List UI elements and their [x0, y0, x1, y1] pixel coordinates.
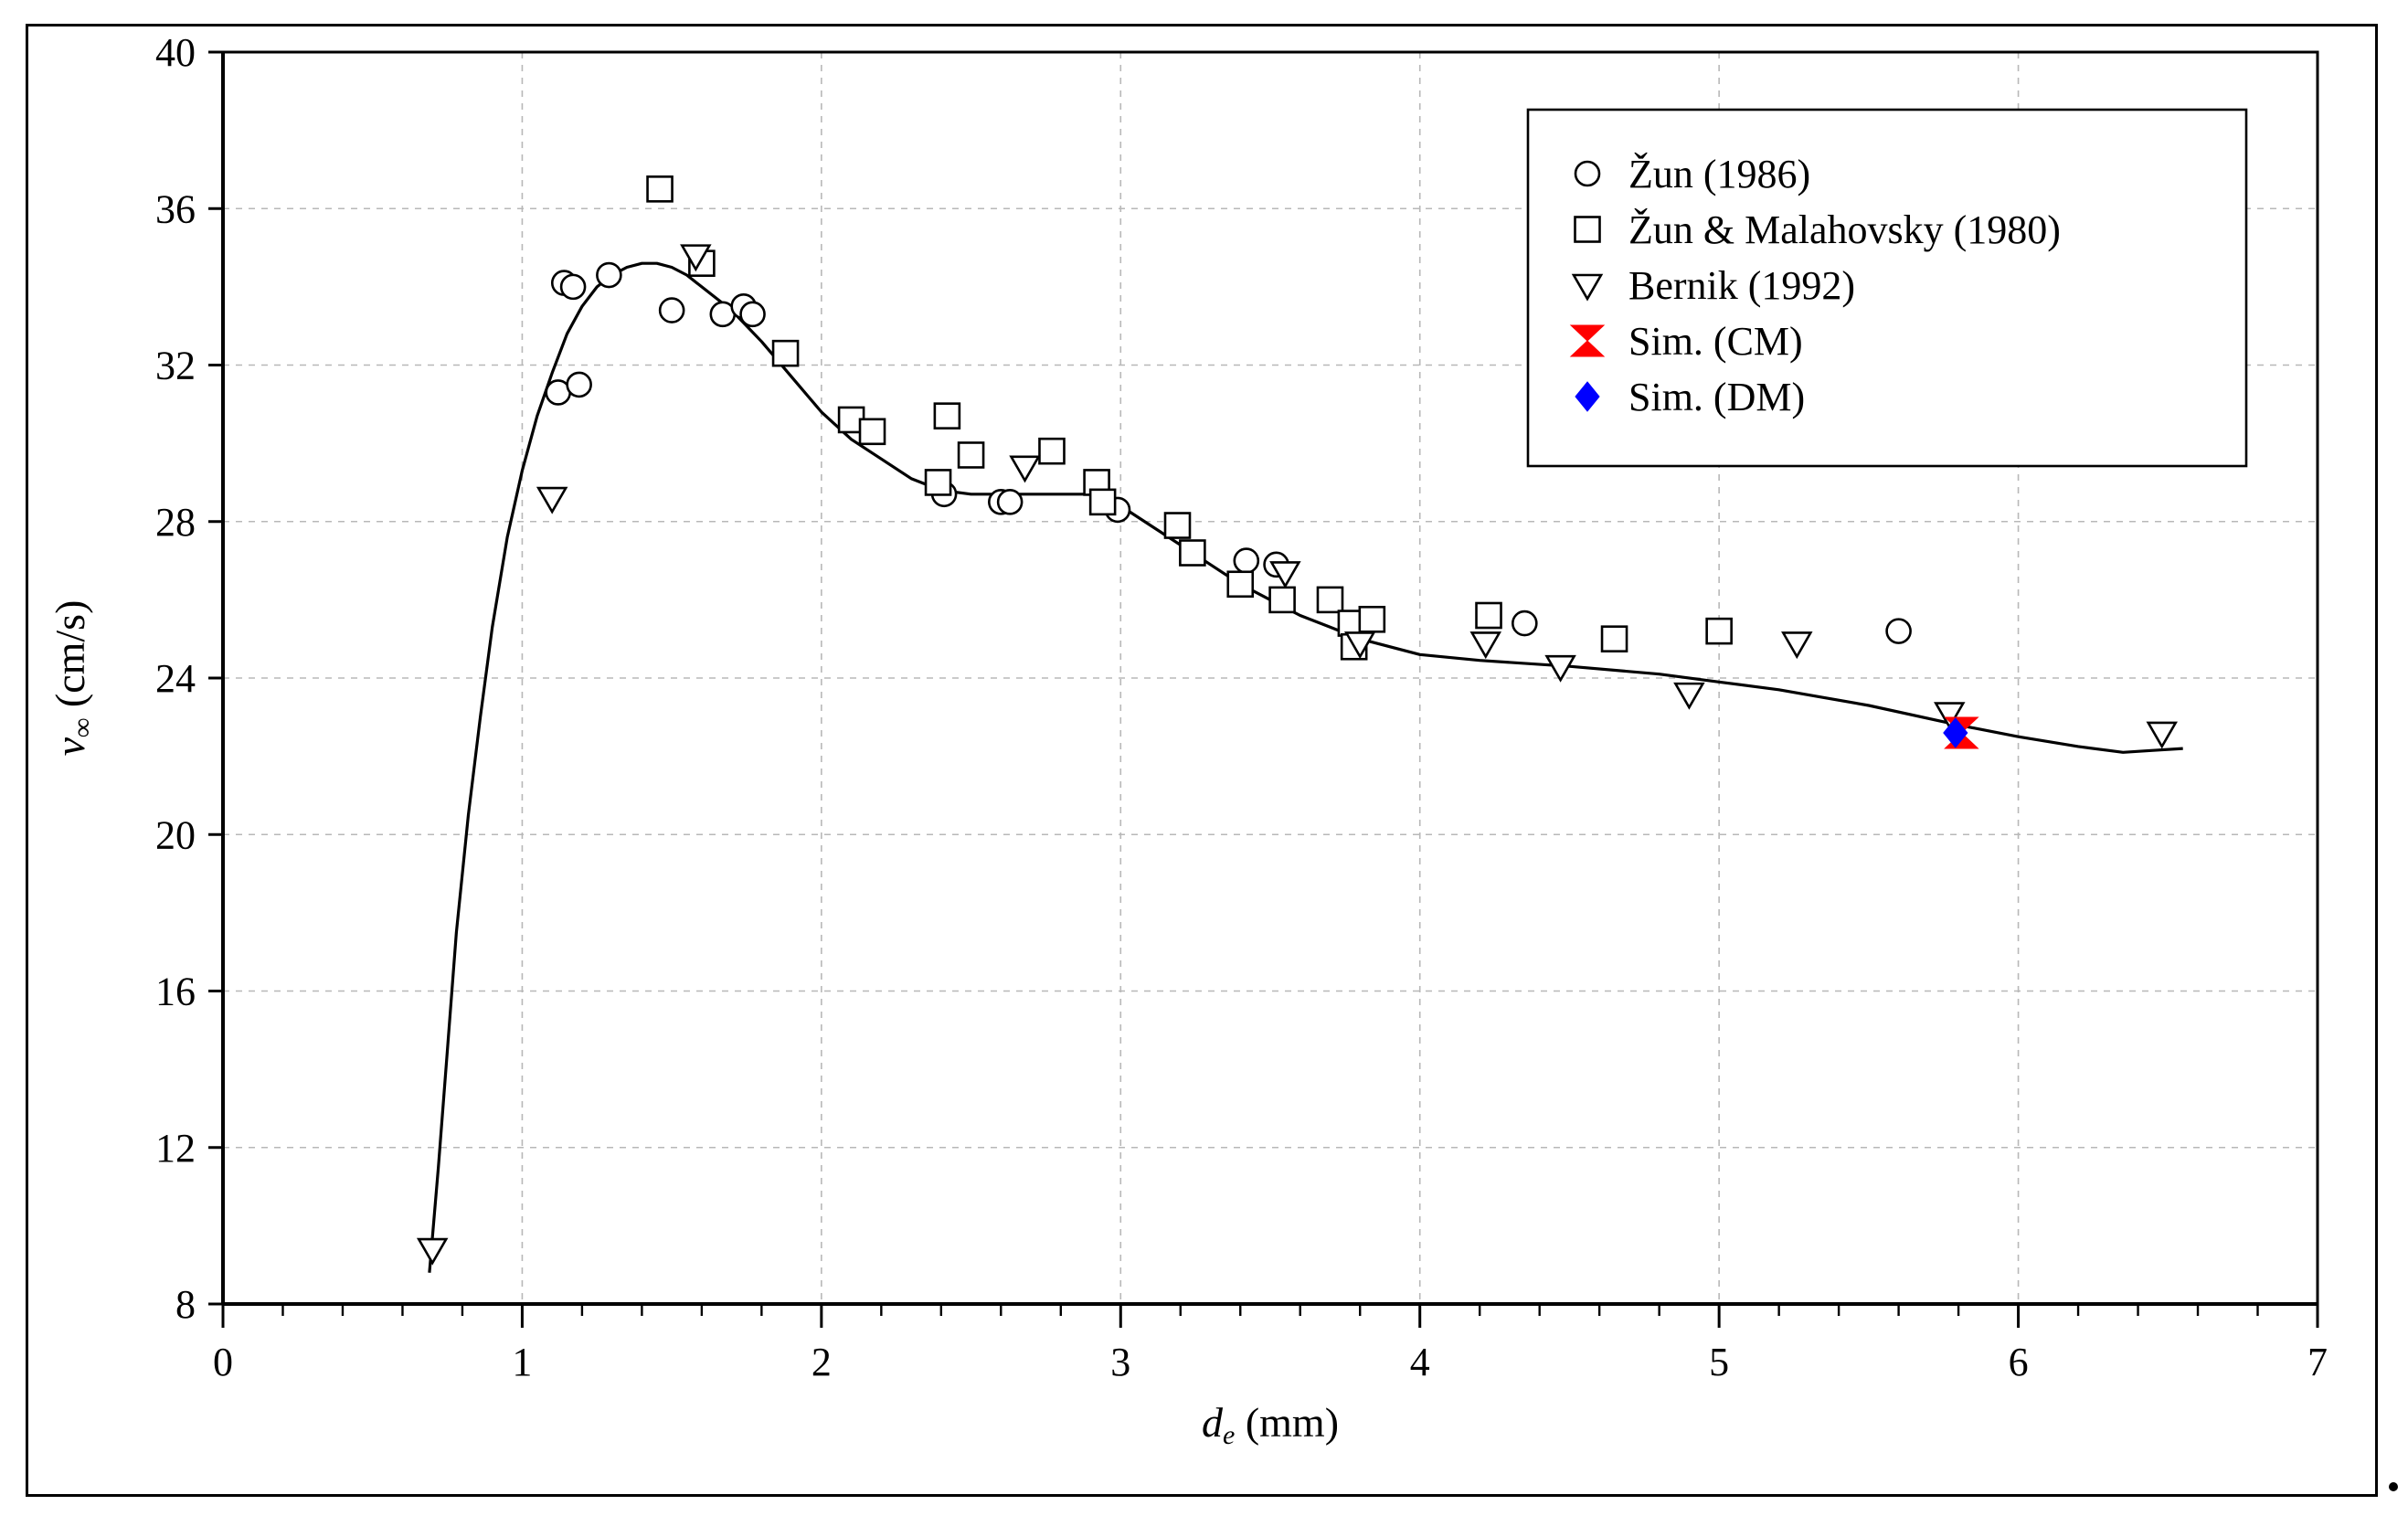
circle-point — [739, 301, 766, 328]
legend-label: Bernik (1992) — [1628, 263, 1855, 308]
x-tick-label: 2 — [812, 1340, 832, 1384]
y-axis-subscript: ∞ — [68, 718, 98, 737]
x-axis-unit: (mm) — [1235, 1399, 1339, 1446]
x-axis-title: de (mm) — [1202, 1399, 1339, 1450]
x-axis-subscript: e — [1223, 1420, 1235, 1450]
triangle-down-point — [1009, 455, 1041, 483]
x-tick-label: 5 — [1709, 1340, 1729, 1384]
legend-marker-circle — [1574, 160, 1601, 187]
circle-point — [1512, 610, 1538, 637]
legend-box — [1526, 108, 2248, 468]
square-point — [1038, 437, 1066, 465]
circle-point — [1233, 547, 1260, 574]
square-point — [1358, 605, 1386, 633]
square-point — [924, 469, 952, 496]
series-diamond — [1943, 717, 1968, 748]
square-point — [771, 339, 800, 367]
square-point — [1088, 488, 1117, 516]
legend-marker-bowtie — [1569, 324, 1606, 357]
legend-label: Žun (1986) — [1628, 152, 1810, 196]
legend: Žun (1986) Žun & Malahovsky (1980) Bernik … — [1526, 108, 2248, 468]
square-point — [1179, 539, 1206, 567]
square-point — [858, 418, 886, 446]
legend-marker-square — [1574, 216, 1601, 243]
triangle-down-point — [536, 486, 568, 514]
square-point — [1475, 601, 1502, 630]
square-point — [1600, 625, 1628, 652]
circle-point — [566, 371, 592, 398]
y-axis-unit: (cm/s) — [47, 600, 93, 718]
square-point — [1226, 570, 1255, 599]
square-point — [646, 175, 674, 203]
square-point — [1705, 617, 1733, 645]
y-tick-label: 40 — [155, 30, 196, 75]
y-tick-label: 24 — [155, 656, 196, 701]
x-tick-label: 4 — [1410, 1340, 1430, 1384]
x-tick-label: 3 — [1110, 1340, 1130, 1384]
y-tick-label: 28 — [155, 500, 196, 545]
y-tick-label: 36 — [155, 186, 196, 231]
square-point — [1163, 512, 1192, 539]
triangle-down-point — [416, 1237, 449, 1266]
triangle-down-point — [680, 244, 712, 272]
square-point — [933, 402, 961, 429]
square-point — [1316, 586, 1344, 614]
triangle-down-point — [1544, 654, 1576, 683]
x-tick-label: 6 — [2009, 1340, 2029, 1384]
circle-point — [658, 297, 685, 323]
y-tick-label: 12 — [155, 1126, 196, 1171]
square-point — [1268, 586, 1296, 614]
triangle-down-point — [1781, 631, 1813, 660]
y-tick-label: 8 — [175, 1282, 196, 1327]
circle-point — [996, 489, 1024, 515]
legend-marker-diamond — [1575, 381, 1600, 412]
square-point — [957, 441, 985, 469]
x-tick-label: 7 — [2307, 1340, 2328, 1384]
triangle-down-point — [1673, 682, 1705, 710]
series-square — [646, 175, 1733, 661]
legend-marker-triangle-down — [1571, 273, 1604, 302]
circle-point — [1885, 618, 1912, 644]
triangle-down-point — [1934, 702, 1966, 730]
triangle-down-point — [2146, 721, 2178, 749]
circle-point — [559, 273, 587, 301]
diamond-point — [1943, 717, 1968, 748]
x-tick-label: 1 — [512, 1340, 532, 1384]
x-tick-label: 0 — [213, 1340, 233, 1384]
series-circle — [545, 261, 1912, 644]
legend-label: Sim. (DM) — [1628, 375, 1805, 419]
triangle-down-point — [1269, 561, 1301, 589]
y-axis-symbol: v — [47, 737, 93, 756]
x-axis-symbol: d — [1202, 1399, 1224, 1446]
circle-point — [596, 261, 622, 289]
data-points — [416, 175, 2178, 1266]
legend-label: Sim. (CM) — [1628, 319, 1803, 364]
y-tick-label: 32 — [155, 344, 196, 388]
series-triangle-down — [416, 244, 2178, 1266]
y-tick-label: 16 — [155, 970, 196, 1014]
trailing-dot — [2389, 1482, 2398, 1491]
y-axis-title: v∞ (cm/s) — [47, 600, 98, 757]
legend-label: Žun & Malahovsky (1980) — [1628, 207, 2061, 252]
y-tick-label: 20 — [155, 812, 196, 857]
triangle-down-point — [1343, 631, 1376, 660]
triangle-down-point — [1469, 631, 1501, 660]
